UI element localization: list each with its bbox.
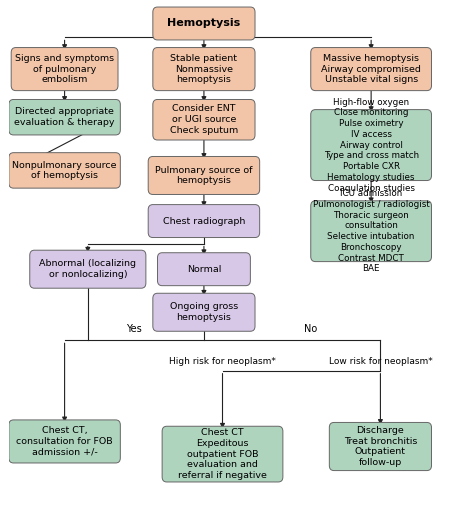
- FancyBboxPatch shape: [9, 420, 120, 463]
- FancyBboxPatch shape: [148, 156, 260, 195]
- Text: Massive hemoptysis
Airway compromised
Unstable vital signs: Massive hemoptysis Airway compromised Un…: [321, 54, 421, 84]
- FancyBboxPatch shape: [311, 48, 431, 90]
- Text: High-flow oxygen
Close monitoring
Pulse oximetry
IV access
Airway control
Type a: High-flow oxygen Close monitoring Pulse …: [324, 98, 419, 193]
- Text: Chest CT,
consultation for FOB
admission +/-: Chest CT, consultation for FOB admission…: [16, 426, 113, 457]
- FancyBboxPatch shape: [311, 110, 431, 180]
- Text: Ongoing gross
hemoptysis: Ongoing gross hemoptysis: [170, 302, 238, 322]
- Text: Yes: Yes: [127, 324, 142, 334]
- Text: Stable patient
Nonmassive
hemoptysis: Stable patient Nonmassive hemoptysis: [171, 54, 237, 84]
- Text: Normal: Normal: [187, 265, 221, 274]
- Text: Directed appropriate
evaluation & therapy: Directed appropriate evaluation & therap…: [14, 107, 115, 127]
- FancyBboxPatch shape: [329, 423, 431, 470]
- FancyBboxPatch shape: [311, 201, 431, 262]
- Text: ICU admission
Pulmonologist / radiologist
Thoracic surgeon
consultation
Selectiv: ICU admission Pulmonologist / radiologis…: [313, 189, 429, 273]
- Text: Low risk for neoplasm*: Low risk for neoplasm*: [328, 357, 432, 366]
- Text: Abnormal (localizing
or nonlocalizing): Abnormal (localizing or nonlocalizing): [39, 259, 137, 279]
- Text: No: No: [304, 324, 318, 334]
- Text: Consider ENT
or UGI source
Check sputum: Consider ENT or UGI source Check sputum: [170, 105, 238, 135]
- FancyBboxPatch shape: [30, 250, 146, 288]
- FancyBboxPatch shape: [162, 426, 283, 482]
- FancyBboxPatch shape: [148, 205, 260, 238]
- Text: Discharge
Treat bronchitis
Outpatient
follow-up: Discharge Treat bronchitis Outpatient fo…: [344, 426, 417, 467]
- Text: Signs and symptoms
of pulmonary
embolism: Signs and symptoms of pulmonary embolism: [15, 54, 114, 84]
- FancyBboxPatch shape: [157, 253, 250, 285]
- Text: Hemoptysis: Hemoptysis: [167, 18, 240, 28]
- FancyBboxPatch shape: [153, 100, 255, 140]
- FancyBboxPatch shape: [9, 153, 120, 188]
- FancyBboxPatch shape: [153, 7, 255, 40]
- Text: Nonpulmonary source
of hemoptysis: Nonpulmonary source of hemoptysis: [12, 161, 117, 180]
- Text: Pulmonary source of
hemoptysis: Pulmonary source of hemoptysis: [155, 166, 253, 185]
- Text: Chest radiograph: Chest radiograph: [163, 216, 245, 226]
- FancyBboxPatch shape: [11, 48, 118, 90]
- Text: High risk for neoplasm*: High risk for neoplasm*: [169, 357, 276, 366]
- FancyBboxPatch shape: [153, 48, 255, 90]
- FancyBboxPatch shape: [9, 100, 120, 135]
- FancyBboxPatch shape: [153, 293, 255, 331]
- Text: Chest CT
Expeditous
outpatient FOB
evaluation and
referral if negative: Chest CT Expeditous outpatient FOB evalu…: [178, 428, 267, 480]
